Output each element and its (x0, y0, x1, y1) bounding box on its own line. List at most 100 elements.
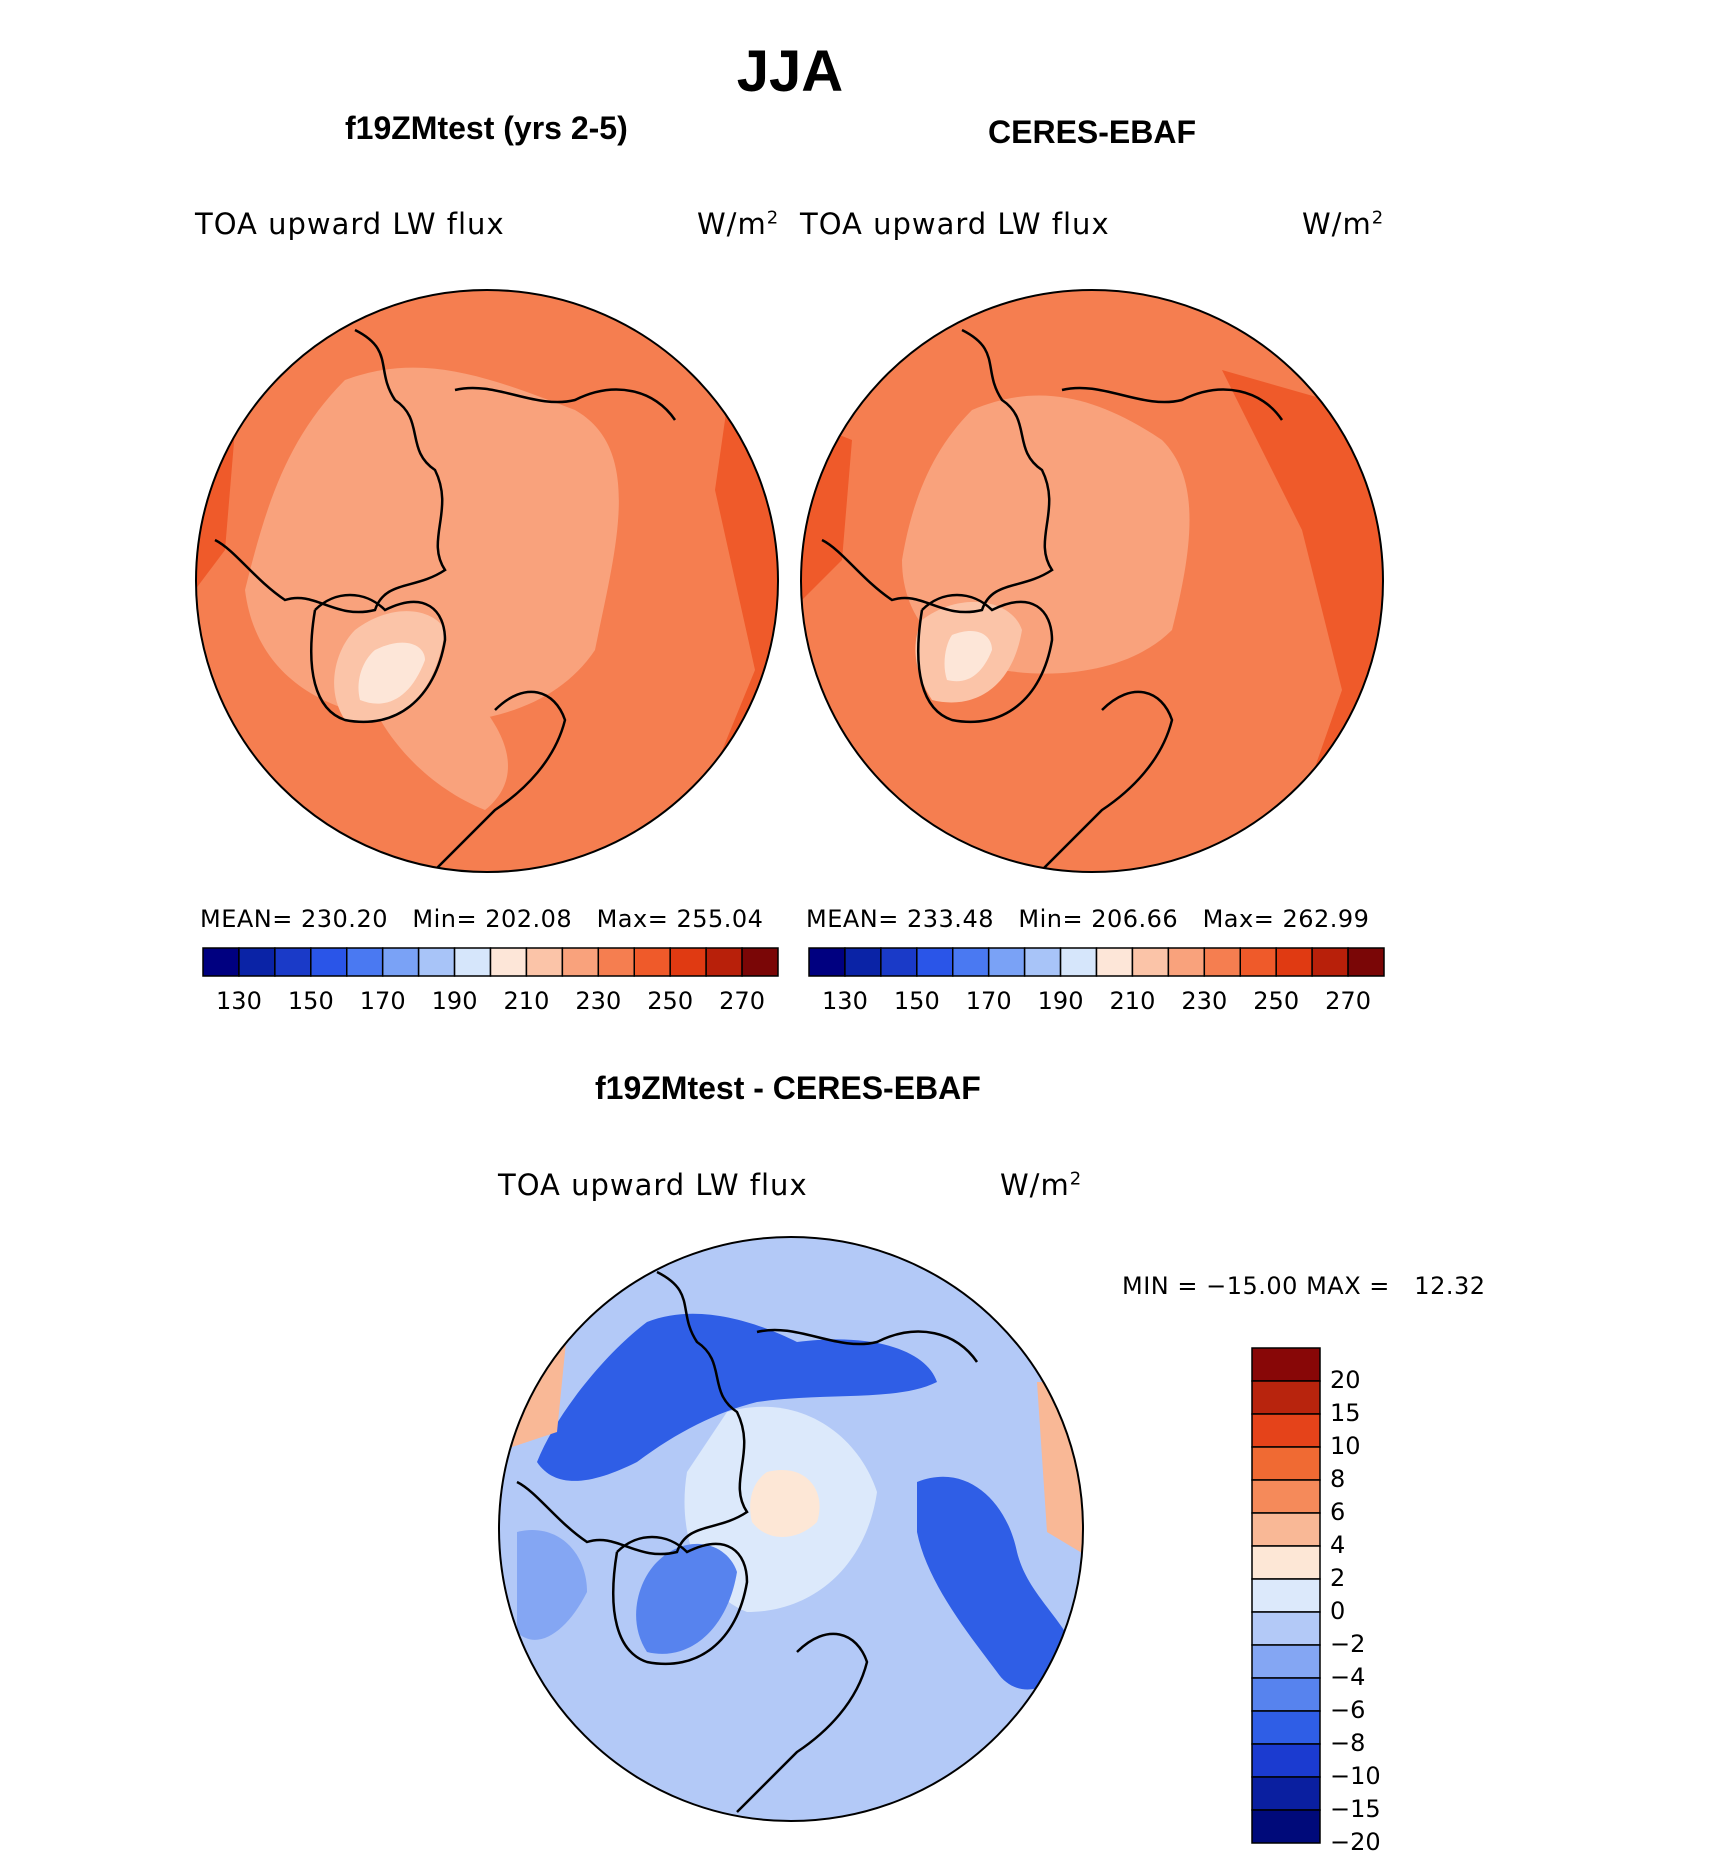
panel3-variable-label: TOA upward LW flux (498, 1168, 808, 1202)
panel1-field-central (245, 367, 619, 723)
panel2-field-greenland-core (944, 630, 992, 682)
colorbar-swatch (1251, 1545, 1321, 1580)
colorbar-swatch (1251, 1611, 1321, 1646)
colorbar-swatch (1251, 1578, 1321, 1613)
panel1-colorbar (202, 947, 779, 977)
colorbar-tick-label: 170 (359, 987, 406, 1015)
panel3-colorbar-ticks: 20 15 10 8 6 4 2 0 −2 −4 −6 −8 −10 −15 −20 (1330, 1347, 1410, 1856)
panel3-units-label: W/m2 (1000, 1168, 1083, 1202)
colorbar-swatch (808, 947, 846, 977)
colorbar-tick-label: 130 (216, 987, 262, 1015)
panel3-map (498, 1236, 1084, 1822)
colorbar-tick-label: 170 (965, 987, 1012, 1015)
colorbar-swatch (1023, 947, 1062, 977)
colorbar-swatch (1251, 1776, 1321, 1811)
colorbar-swatch (1095, 947, 1134, 977)
colorbar-swatch (1251, 1413, 1321, 1448)
colorbar-tick-label: −10 (1330, 1762, 1381, 1790)
colorbar-tick-label: −20 (1330, 1828, 1381, 1856)
colorbar-tick-label: 230 (1181, 987, 1228, 1015)
panel1-coastline (214, 328, 677, 871)
colorbar-swatch (310, 947, 348, 977)
colorbar-tick-label: 2 (1330, 1564, 1346, 1592)
colorbar-swatch (1347, 947, 1385, 977)
colorbar-swatch (417, 947, 456, 977)
colorbar-swatch (1251, 1446, 1321, 1481)
figure-title: JJA (736, 39, 844, 104)
colorbar-swatch (453, 947, 492, 977)
colorbar-tick-label: 210 (503, 987, 550, 1015)
colorbar-tick-label: 130 (822, 987, 868, 1015)
colorbar-swatch (274, 947, 312, 977)
colorbar-swatch (1251, 1710, 1321, 1745)
colorbar-swatch (1239, 947, 1277, 977)
colorbar-tick-label: 270 (719, 987, 765, 1015)
colorbar-tick-label: 150 (893, 987, 940, 1015)
colorbar-tick-label: −8 (1330, 1729, 1366, 1757)
colorbar-swatch (1251, 1380, 1321, 1415)
panel3-stats: MIN = −15.00 MAX = 12.32 (1122, 1272, 1486, 1300)
colorbar-swatch (1251, 1644, 1321, 1679)
colorbar-swatch (1251, 1347, 1321, 1382)
colorbar-swatch (381, 947, 420, 977)
colorbar-tick-label: 8 (1330, 1465, 1346, 1493)
panel3-field-positive-center (750, 1470, 820, 1537)
colorbar-tick-label: 190 (1037, 987, 1084, 1015)
colorbar-swatch (1167, 947, 1206, 977)
colorbar-tick-label: 270 (1325, 987, 1371, 1015)
panel3-field-greenland (636, 1543, 737, 1654)
colorbar-tick-label: 10 (1330, 1432, 1361, 1460)
panel2-colorbar-ticks: 130 150 170 190 210 230 250 270 (809, 987, 1384, 1017)
colorbar-swatch (1131, 947, 1170, 977)
colorbar-tick-label: 250 (1253, 987, 1300, 1015)
colorbar-swatch (705, 947, 743, 977)
colorbar-swatch (844, 947, 882, 977)
panel1-stats: MEAN= 230.20 Min= 202.08 Max= 255.04 (200, 905, 764, 933)
colorbar-swatch (916, 947, 954, 977)
colorbar-swatch (1203, 947, 1241, 977)
colorbar-tick-label: 210 (1109, 987, 1156, 1015)
colorbar-swatch (1251, 1677, 1321, 1712)
colorbar-tick-label: 20 (1330, 1366, 1361, 1394)
colorbar-swatch (597, 947, 635, 977)
panel2-coastline (821, 328, 1284, 871)
colorbar-swatch (1311, 947, 1349, 977)
panel3-title: f19ZMtest - CERES-EBAF (595, 1070, 981, 1106)
panel3-field-mid-west (517, 1530, 587, 1640)
panel2-units-label: W/m2 (1302, 207, 1385, 241)
colorbar-swatch (1275, 947, 1313, 977)
panel2-colorbar (808, 947, 1385, 977)
colorbar-swatch (952, 947, 990, 977)
colorbar-swatch (202, 947, 240, 977)
colorbar-swatch (238, 947, 276, 977)
colorbar-swatch (633, 947, 671, 977)
colorbar-tick-label: −6 (1330, 1696, 1366, 1724)
colorbar-swatch (1059, 947, 1098, 977)
panel3-colorbar (1251, 1347, 1321, 1844)
colorbar-tick-label: −2 (1330, 1630, 1366, 1658)
panel2-title: CERES-EBAF (988, 114, 1197, 150)
colorbar-swatch (669, 947, 707, 977)
panel3-field-cold-east (917, 1476, 1077, 1690)
panel1-variable-label: TOA upward LW flux (195, 207, 505, 241)
panel1-units-label: W/m2 (697, 207, 780, 241)
colorbar-swatch (1251, 1743, 1321, 1778)
colorbar-swatch (741, 947, 779, 977)
colorbar-tick-label: 190 (431, 987, 478, 1015)
panel2-variable-label: TOA upward LW flux (800, 207, 1110, 241)
panel1-colorbar-ticks: 130 150 170 190 210 230 250 270 (203, 987, 778, 1017)
colorbar-tick-label: 230 (575, 987, 622, 1015)
panel3-field-positive-west (499, 1312, 567, 1452)
colorbar-swatch (1251, 1512, 1321, 1547)
panel1-title: f19ZMtest (yrs 2-5) (345, 110, 628, 146)
panel3-coastline (516, 1270, 979, 1813)
panel3-field-cold-north (537, 1313, 937, 1481)
panel1-field-greenland-core (358, 642, 425, 704)
colorbar-tick-label: 150 (287, 987, 334, 1015)
colorbar-swatch (561, 947, 600, 977)
colorbar-tick-label: −15 (1330, 1795, 1381, 1823)
panel1-map (195, 289, 779, 873)
colorbar-swatch (1251, 1809, 1321, 1844)
colorbar-swatch (1251, 1479, 1321, 1514)
colorbar-tick-label: −4 (1330, 1663, 1366, 1691)
